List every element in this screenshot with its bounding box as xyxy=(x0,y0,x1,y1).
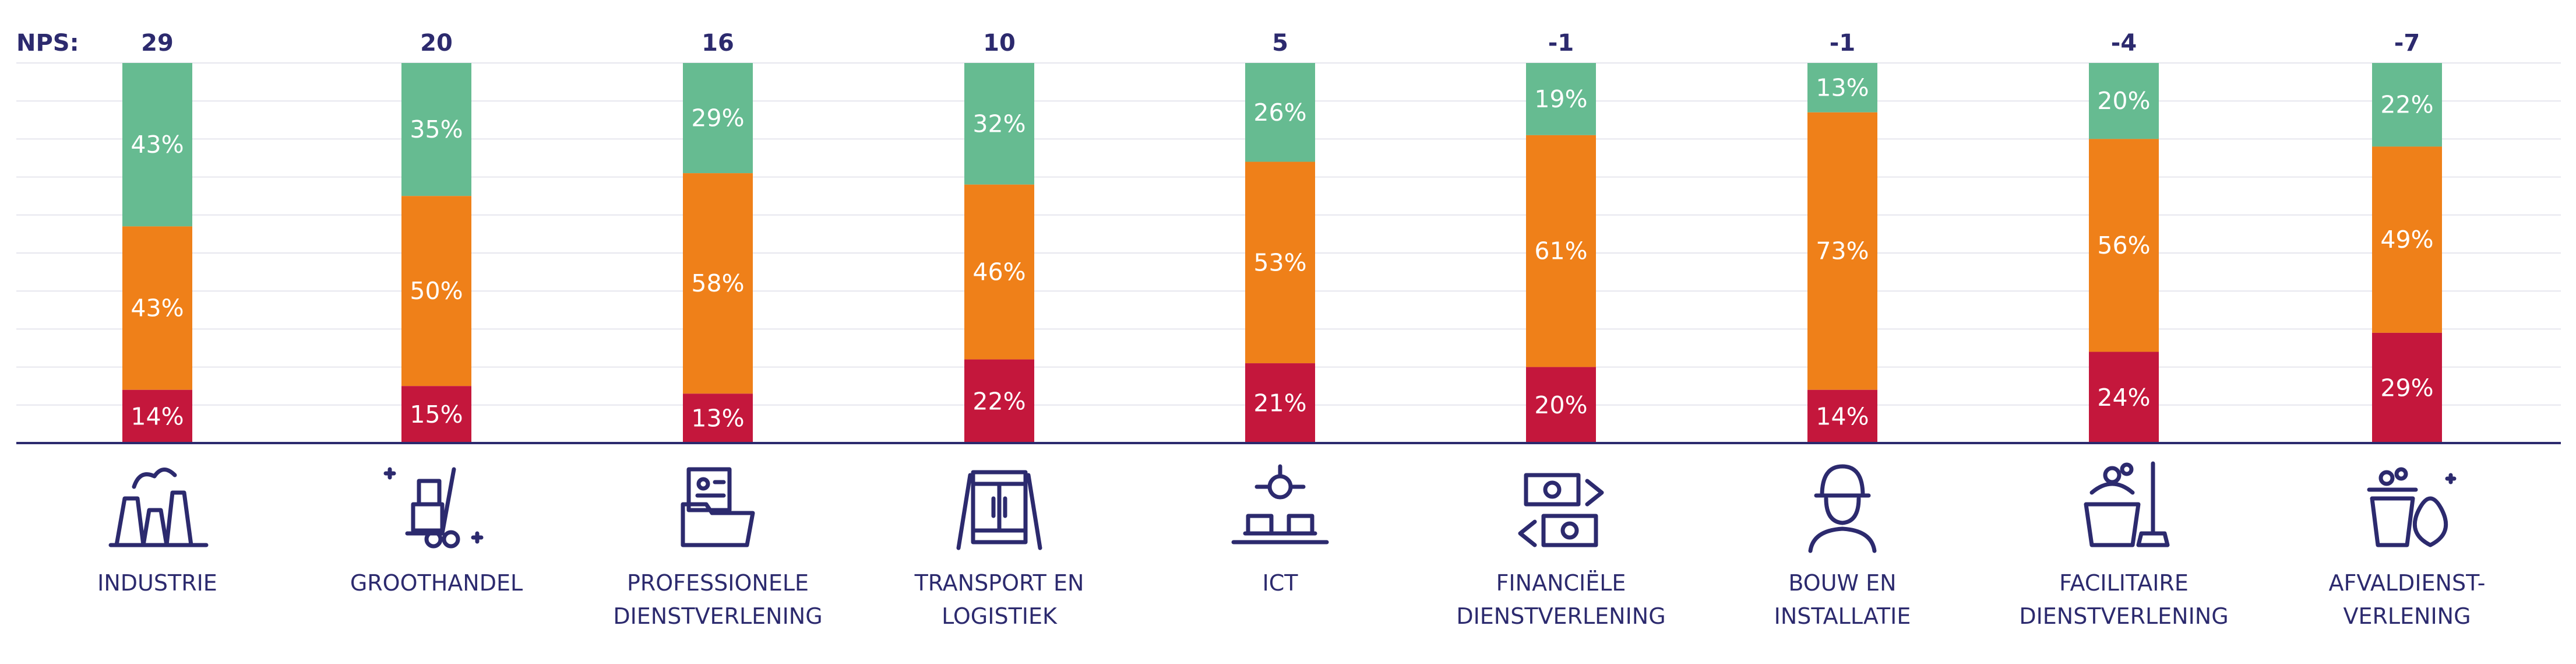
bar-segment-orange xyxy=(401,196,471,387)
nps-value: -4 xyxy=(2111,30,2137,57)
data-label: 20% xyxy=(1534,391,1587,419)
data-label: 13% xyxy=(691,405,744,433)
data-label: 14% xyxy=(1816,402,1869,430)
data-label: 46% xyxy=(972,258,1026,286)
bar-segment-green xyxy=(2372,63,2442,147)
category-label: BOUW EN xyxy=(1788,570,1896,596)
bar-segment-red xyxy=(1245,363,1315,443)
folder-documents-icon xyxy=(681,467,755,547)
hand-truck-icon xyxy=(383,467,484,549)
bar-segment-red xyxy=(683,394,753,443)
bar-segment-orange xyxy=(2372,146,2442,333)
category-label: PROFESSIONELE xyxy=(627,570,809,596)
nps-value: 16 xyxy=(702,30,734,57)
category-label: GROOTHANDEL xyxy=(350,570,523,596)
data-label: 24% xyxy=(2097,384,2150,412)
waste-bin-icon xyxy=(2367,467,2457,547)
category-label: TRANSPORT EN xyxy=(914,570,1084,596)
bar-segment-green xyxy=(1807,63,1877,113)
bar-segment-red xyxy=(122,389,192,443)
category-label: INSTALLATIE xyxy=(1774,603,1911,629)
data-label: 50% xyxy=(410,277,463,305)
data-label: 26% xyxy=(1253,99,1306,127)
bar-labels: NPS: 29 43% 43% 14% 20 35% 50% 15% 16 29% 58% 13% 10 3… xyxy=(16,30,2434,433)
bar-segment-red xyxy=(964,359,1034,443)
category-label: LOGISTIEK xyxy=(942,603,1058,629)
category-label: VERLENING xyxy=(2343,603,2471,629)
data-label: 29% xyxy=(2380,374,2433,402)
nps-value: 5 xyxy=(1272,30,1288,57)
data-label: 61% xyxy=(1534,237,1587,265)
bar-segment-orange xyxy=(2089,139,2159,352)
data-label: 29% xyxy=(691,104,744,132)
data-label: 22% xyxy=(2380,91,2433,119)
bar-segment-green xyxy=(401,63,471,196)
category-label: FACILITAIRE xyxy=(2059,570,2189,596)
nps-row-label: NPS: xyxy=(16,30,79,57)
bar-segment-red xyxy=(1807,389,1877,443)
nps-value: 20 xyxy=(420,30,453,57)
data-label: 32% xyxy=(972,110,1026,138)
bar-segment-green xyxy=(1526,63,1596,135)
cleaning-bucket-icon xyxy=(2084,461,2170,547)
category-label: INDUSTRIE xyxy=(97,570,217,596)
nps-value: -7 xyxy=(2394,30,2420,57)
bar-segment-orange xyxy=(1526,135,1596,367)
data-label: 43% xyxy=(131,131,184,159)
data-label: 58% xyxy=(691,269,744,297)
data-label: 14% xyxy=(131,402,184,430)
bar-segment-orange xyxy=(1807,112,1877,390)
nps-value: -1 xyxy=(1830,30,1855,57)
data-label: 49% xyxy=(2380,226,2433,254)
network-devices-icon xyxy=(1231,464,1329,544)
construction-worker-icon xyxy=(1808,464,1877,553)
category-icons xyxy=(108,461,2457,553)
nps-value: 29 xyxy=(141,30,174,57)
bar-segment-red xyxy=(401,386,471,443)
category-labels: INDUSTRIE GROOTHANDEL PROFESSIONELE DIENSTV… xyxy=(97,570,2485,629)
bar-segment-orange xyxy=(122,226,192,390)
category-label: AFVALDIENST- xyxy=(2328,570,2485,596)
data-label: 22% xyxy=(972,387,1026,415)
data-label: 19% xyxy=(1534,85,1587,113)
container-icon xyxy=(956,470,1042,550)
bar-segment-red xyxy=(2089,352,2159,443)
bar-segment-green xyxy=(683,63,753,174)
category-label: DIENSTVERLENING xyxy=(613,603,822,629)
data-label: 53% xyxy=(1253,248,1306,276)
factory-icon xyxy=(108,468,209,547)
data-label: 20% xyxy=(2097,87,2150,115)
data-label: 56% xyxy=(2097,231,2150,259)
category-label: ICT xyxy=(1263,570,1299,596)
bar-segment-red xyxy=(2372,332,2442,443)
category-label: DIENSTVERLENING xyxy=(1456,603,1665,629)
data-label: 73% xyxy=(1816,237,1869,265)
data-label: 15% xyxy=(410,400,463,428)
money-exchange-icon xyxy=(1518,473,1604,547)
bar-segment-green xyxy=(122,63,192,227)
data-label: 43% xyxy=(131,294,184,322)
data-label: 21% xyxy=(1253,389,1306,417)
bar-segment-green xyxy=(964,63,1034,185)
nps-value: -1 xyxy=(1548,30,1574,57)
category-label: FINANCIËLE xyxy=(1496,570,1626,596)
data-label: 35% xyxy=(410,115,463,143)
bar-segment-green xyxy=(1245,63,1315,162)
bar-segment-red xyxy=(1526,367,1596,443)
bar-segment-orange xyxy=(964,184,1034,360)
nps-value: 10 xyxy=(983,30,1016,57)
data-label: 13% xyxy=(1816,73,1869,101)
bars xyxy=(122,63,2442,443)
bar-segment-orange xyxy=(683,173,753,394)
category-label: DIENSTVERLENING xyxy=(2019,603,2228,629)
bar-segment-green xyxy=(2089,63,2159,139)
bar-segment-orange xyxy=(1245,161,1315,364)
